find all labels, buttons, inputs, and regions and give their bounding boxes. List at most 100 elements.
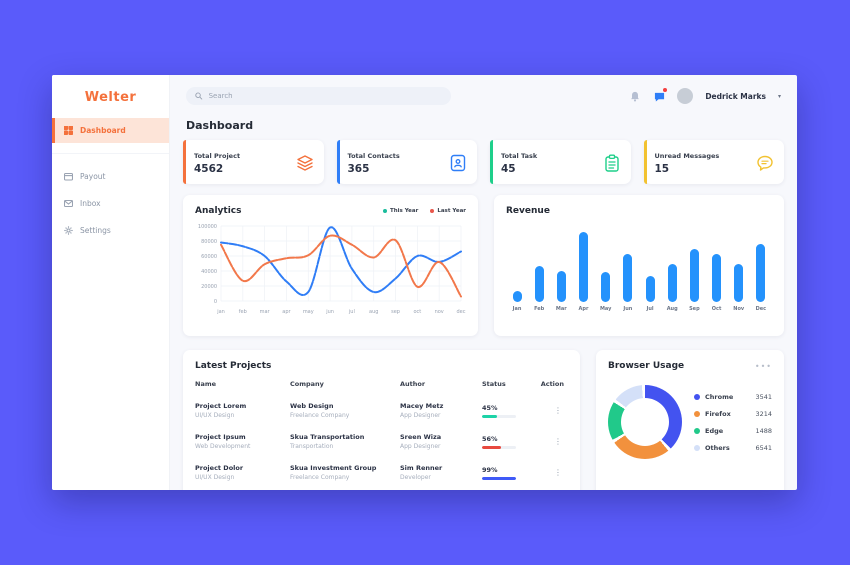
- app-logo: Welter: [84, 90, 137, 105]
- bar-label: Oct: [711, 306, 722, 312]
- legend-item-last-year: Last Year: [430, 208, 466, 214]
- avatar[interactable]: [677, 88, 694, 104]
- search-box[interactable]: [186, 87, 451, 105]
- sidebar-item-label: Inbox: [80, 199, 101, 208]
- bar: [756, 244, 766, 302]
- latest-projects-panel: Latest Projects Name Company Author Status A…: [183, 350, 580, 490]
- user-name[interactable]: Dedrick Marks: [705, 91, 766, 101]
- row-actions-kebab-icon[interactable]: ⋮: [554, 406, 562, 415]
- bar: [645, 276, 655, 302]
- projects-table-header: Name Company Author Status Action: [195, 380, 568, 395]
- revenue-bar-mar: Mar: [553, 228, 569, 312]
- svg-text:dec: dec: [457, 309, 466, 315]
- legend-dot: [694, 444, 700, 451]
- legend-dot: [430, 209, 435, 213]
- cell-company-sub: Transportation: [290, 443, 334, 450]
- bar: [579, 232, 589, 302]
- browser-legend-item-chrome: Chrome 3541: [694, 393, 772, 401]
- browser-count: 3541: [755, 392, 772, 401]
- stat-label: Total Project: [194, 151, 241, 160]
- legend-item-this-year: This Year: [382, 208, 419, 214]
- browser-legend-item-edge: Edge 1488: [694, 427, 772, 435]
- bar-label: Jun: [623, 306, 633, 312]
- more-menu-icon[interactable]: •••: [754, 361, 772, 371]
- cell-name-sub: UI/UX Design: [195, 412, 235, 419]
- svg-text:aug: aug: [369, 309, 378, 315]
- stat-value: 45: [501, 162, 516, 175]
- revenue-title: Revenue: [506, 206, 550, 216]
- chevron-down-icon[interactable]: ▾: [777, 92, 781, 100]
- svg-text:100000: 100000: [198, 224, 217, 230]
- sidebar-item-dashboard[interactable]: Dashboard: [52, 118, 169, 143]
- cell-name: Project Dolor UI/UX Design: [195, 464, 290, 481]
- cell-author-main: Sreen Wiza: [400, 433, 442, 441]
- cell-company: Skua Investment Group Freelance Company: [290, 464, 400, 481]
- bar-label: Sep: [689, 306, 700, 312]
- revenue-bar-aug: Aug: [664, 228, 680, 312]
- main-area: Dedrick Marks ▾ Dashboard Total Project 4…: [170, 75, 797, 490]
- legend-label: This Year: [389, 208, 419, 214]
- browser-usage-donut: [608, 385, 682, 459]
- cell-status: 99%: [482, 466, 534, 480]
- svg-text:feb: feb: [239, 309, 247, 315]
- cell-author-main: Sim Renner: [400, 464, 443, 472]
- sidebar-item-payout[interactable]: Payout: [52, 164, 169, 189]
- bar: [512, 291, 522, 302]
- stat-value: 365: [347, 162, 370, 175]
- cell-author: Sreen Wiza App Designer: [400, 433, 482, 450]
- browser-name: Edge: [705, 426, 724, 435]
- bar-label: Dec: [755, 306, 767, 312]
- sidebar-nav: Dashboard Payout Inbox Settings: [52, 118, 169, 243]
- browser-name: Chrome: [705, 392, 734, 401]
- sidebar-item-settings[interactable]: Settings: [52, 218, 169, 243]
- cell-name-main: Project Dolor: [195, 464, 244, 472]
- cell-company-sub: Freelance Company: [290, 474, 350, 481]
- bell-icon[interactable]: [629, 90, 641, 102]
- cell-name-main: Project Lorem: [195, 402, 247, 410]
- analytics-legend: This Year Last Year: [382, 208, 466, 214]
- revenue-bar-dec: Dec: [753, 228, 769, 312]
- stat-label: Total Contacts: [347, 151, 400, 160]
- search-input[interactable]: [208, 92, 442, 100]
- sidebar-item-label: Dashboard: [80, 126, 126, 135]
- bar: [689, 249, 699, 302]
- col-header-author: Author: [400, 380, 426, 388]
- svg-text:oct: oct: [413, 309, 421, 315]
- legend-dot: [694, 427, 700, 434]
- sidebar-item-inbox[interactable]: Inbox: [52, 191, 169, 216]
- bar: [601, 272, 611, 302]
- row-actions-kebab-icon[interactable]: ⋮: [554, 468, 562, 477]
- notification-dot: [663, 88, 668, 92]
- browser-count: 3214: [755, 409, 772, 418]
- svg-text:0: 0: [214, 299, 217, 305]
- bar-label: Nov: [733, 306, 745, 312]
- settings-gear-icon: [64, 226, 73, 235]
- status-progress-fill: [482, 414, 498, 418]
- bar-label: Feb: [534, 306, 545, 312]
- svg-text:may: may: [303, 309, 314, 315]
- inbox-mail-icon: [64, 199, 73, 208]
- charts-row: Analytics This Year Last Year 0 20000 40000…: [183, 195, 784, 336]
- col-header-company: Company: [290, 380, 324, 388]
- sidebar: Welter Dashboard Payout Inbox Settings: [52, 75, 170, 490]
- bar: [667, 264, 677, 302]
- col-header-status: Status: [482, 380, 506, 388]
- cell-name-main: Project Ipsum: [195, 433, 246, 441]
- status-percent: 45%: [482, 403, 498, 412]
- stat-card-total-project: Total Project 4562: [183, 140, 324, 184]
- status-progress-bar: [482, 476, 516, 480]
- revenue-bar-may: May: [598, 228, 614, 312]
- row-actions-kebab-icon[interactable]: ⋮: [554, 437, 562, 446]
- messages-icon[interactable]: [653, 88, 668, 102]
- svg-text:60000: 60000: [201, 254, 217, 260]
- payout-wallet-icon: [64, 172, 73, 181]
- dashboard-grid-icon: [64, 126, 73, 135]
- svg-text:jun: jun: [325, 309, 334, 315]
- table-row: Project Dolor UI/UX Design Skua Investment…: [195, 457, 568, 488]
- legend-dot: [382, 209, 387, 213]
- revenue-bar-jun: Jun: [620, 228, 636, 312]
- status-percent: 99%: [482, 465, 498, 474]
- cell-name: Project Ipsum Web Development: [195, 433, 290, 450]
- svg-text:40000: 40000: [201, 269, 217, 275]
- content: Total Project 4562 Total Contacts 365 Total …: [170, 140, 797, 490]
